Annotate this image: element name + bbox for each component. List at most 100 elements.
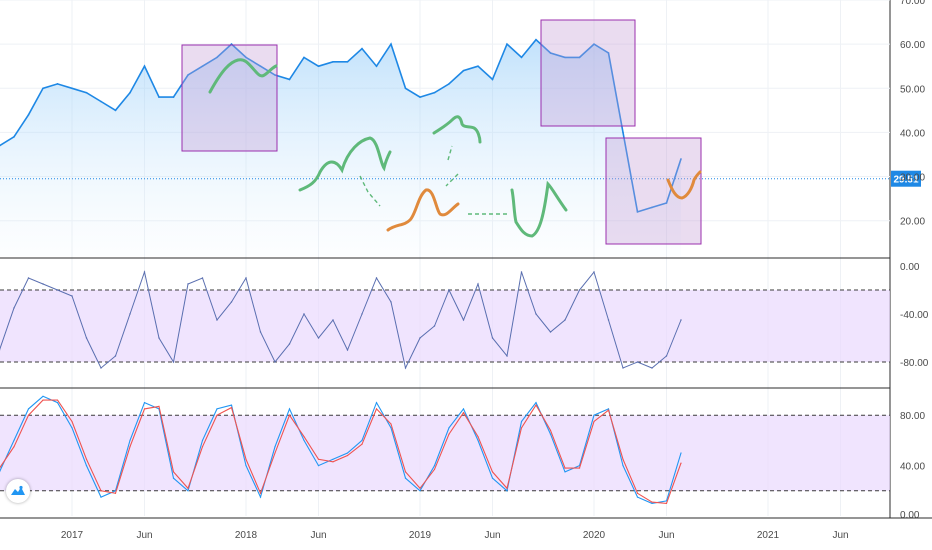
williams-r-point: [187, 283, 189, 285]
williams-r-point: [230, 301, 233, 303]
stochastic-point: [636, 496, 639, 498]
price-point: [636, 211, 639, 213]
tradingview-logo-icon[interactable]: [6, 479, 30, 503]
williams-r-tick-label: 0.00: [900, 262, 920, 273]
price-point: [114, 109, 117, 112]
price-point: [448, 83, 450, 85]
pattern-drawing[interactable]: [432, 115, 482, 144]
williams-r-point: [346, 349, 349, 351]
stochastic-point: [651, 502, 653, 504]
stochastic-point: [520, 427, 523, 429]
pattern-drawing[interactable]: [298, 136, 392, 192]
x-tick-label: 2017: [61, 530, 84, 541]
price-point: [216, 56, 218, 59]
williams-r-point: [636, 361, 639, 363]
price-point: [332, 60, 334, 63]
stochastic-panel: [0, 395, 682, 504]
stochastic-point: [680, 462, 682, 464]
williams-r-point: [56, 289, 59, 291]
price-point: [375, 65, 378, 68]
stochastic-point: [462, 412, 465, 414]
stochastic-point: [317, 465, 320, 467]
price-point: [520, 56, 523, 59]
stochastic-point: [491, 477, 494, 479]
stochastic-point: [230, 407, 233, 409]
x-tick-label: 2020: [583, 530, 606, 541]
stochastic-point: [187, 490, 189, 492]
dashed-arrow[interactable]: [359, 175, 381, 207]
highlight-box[interactable]: [605, 137, 702, 245]
last-price-tag: [891, 170, 921, 187]
price-point: [665, 202, 668, 204]
stochastic-tick-label: 40.00: [900, 462, 925, 473]
stochastic-point: [361, 443, 363, 445]
williams-r-point: [85, 337, 88, 339]
stochastic-point: [71, 427, 73, 429]
williams-r-point: [607, 319, 610, 321]
stochastic-point: [433, 465, 436, 467]
stochastic-point: [665, 502, 668, 504]
williams-r-point: [578, 289, 581, 291]
price-point: [433, 91, 436, 94]
stochastic-point: [462, 408, 465, 410]
stochastic-point: [56, 402, 59, 404]
dashed-arrow[interactable]: [445, 173, 459, 187]
price-point: [346, 60, 349, 63]
pattern-drawing[interactable]: [208, 58, 278, 94]
highlight-box[interactable]: [540, 19, 636, 127]
price-point: [201, 65, 204, 68]
williams-r-point: [448, 289, 450, 291]
price-point: [187, 74, 189, 76]
stochastic-point: [404, 471, 407, 473]
price-point: [419, 96, 421, 98]
stochastic-point: [346, 452, 349, 454]
stochastic-point: [158, 405, 160, 407]
stochastic-point: [216, 408, 218, 410]
dashed-arrow[interactable]: [447, 145, 453, 161]
stochastic-point: [549, 429, 552, 431]
stochastic-point: [100, 490, 102, 492]
stochastic-point: [607, 409, 610, 411]
stochastic-point: [593, 414, 595, 416]
williams-r-tick-label: -40.00: [900, 310, 929, 321]
x-tick-label: Jun: [136, 530, 152, 541]
stochastic-point: [114, 492, 117, 494]
stochastic-point: [274, 446, 276, 448]
williams-r-point: [13, 307, 15, 309]
williams-r-point: [477, 283, 479, 285]
williams-r-point: [419, 337, 421, 339]
stochastic-point: [448, 433, 450, 435]
highlight-box[interactable]: [181, 44, 278, 152]
stochastic-band: [0, 415, 890, 491]
pattern-drawing[interactable]: [386, 188, 460, 232]
stochastic-point: [506, 487, 508, 489]
pattern-drawing[interactable]: [666, 170, 702, 200]
williams-r-point: [361, 313, 363, 315]
williams-r-point: [274, 361, 276, 363]
price-tick-label: 60.00: [900, 40, 925, 51]
stochastic-tick-label: 0.00: [900, 510, 920, 521]
price-area: [0, 39, 681, 256]
price-panel: 29.51: [0, 38, 921, 256]
stochastic-point: [288, 408, 291, 410]
williams-r-point: [259, 331, 262, 333]
williams-r-point: [535, 313, 537, 315]
stochastic-point: [85, 465, 88, 467]
price-point: [535, 38, 537, 41]
stochastic-point: [13, 439, 15, 441]
stochastic-point: [129, 439, 131, 441]
williams-r-point: [201, 277, 204, 279]
williams-r-point: [114, 355, 117, 357]
stochastic-point: [71, 420, 73, 423]
stochastic-point: [56, 399, 59, 401]
stochastic-point: [361, 439, 363, 441]
stochastic-point: [622, 465, 624, 467]
williams-r-point: [245, 277, 247, 279]
williams-r-point: [622, 367, 624, 369]
williams-r-point: [491, 337, 494, 339]
williams-r-band: [0, 290, 890, 362]
stochastic-point: [332, 461, 334, 463]
pattern-drawing[interactable]: [510, 180, 568, 238]
price-point: [129, 91, 131, 94]
